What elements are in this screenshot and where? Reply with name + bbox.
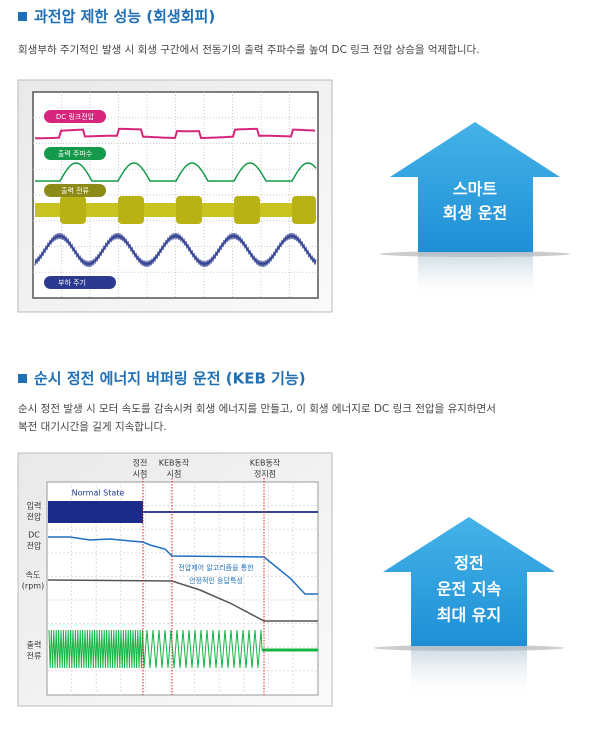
bullet: [18, 12, 27, 21]
section-title: 과전압 제한 성능 (회생회피): [34, 8, 215, 26]
signal-label: (rpm): [22, 582, 44, 591]
output-current: [48, 629, 263, 669]
signal-label: DC: [28, 531, 40, 540]
state-label: Normal State: [72, 489, 125, 498]
current-burst: [118, 196, 144, 224]
event-label: 시점: [167, 469, 182, 479]
signal-label: 출력: [27, 640, 42, 650]
arrow-text: 스마트: [453, 180, 497, 199]
arrow-text: 정전: [454, 554, 483, 573]
signal-label: 전류: [27, 651, 42, 661]
signal-label: 입력: [27, 501, 42, 511]
annotation: 전압제어 알고리즘을 통한: [178, 563, 254, 572]
signal-label: 부하 주기: [58, 278, 86, 287]
dc-link-wave: [35, 127, 316, 140]
signal-label: 출력 전류: [61, 186, 90, 195]
event-label: 정지점: [254, 469, 276, 479]
signal-label: 출력 주파수: [58, 149, 93, 158]
current-burst: [176, 196, 202, 224]
signal-label: 전압: [27, 512, 42, 522]
label-pill: [44, 110, 106, 123]
arrow: [383, 517, 555, 646]
arrow: [390, 122, 560, 252]
arrow-text: 운전 지속: [437, 580, 502, 599]
arrow-reflection: [418, 252, 533, 300]
label-pill: [44, 276, 116, 289]
bullet: [18, 374, 27, 383]
signal-label: 전압: [27, 541, 42, 551]
input-voltage-block: [48, 501, 143, 523]
load-wave: [34, 232, 317, 268]
event-label: 시점: [133, 469, 148, 479]
speed: [47, 579, 318, 622]
frequency-wave: [35, 162, 317, 182]
annotation: 안정적인 응답특성: [189, 576, 243, 585]
current-burst: [292, 196, 316, 224]
description: 복전 대기시간을 길게 지속합니다.: [18, 420, 167, 433]
event-label: 정전: [133, 458, 148, 468]
label-pill: [44, 184, 106, 197]
current-burst: [60, 196, 86, 224]
label-pill: [44, 147, 106, 160]
signal-label: DC 링크전압: [56, 112, 95, 121]
signal-label: 속도: [26, 571, 41, 580]
description: 회생부하 주기적인 발생 시 회생 구간에서 전동기의 출력 주파수를 높여 D…: [18, 43, 480, 56]
event-label: KEB동작: [159, 458, 190, 468]
arrow-reflection: [411, 646, 527, 700]
arrow-text: 회생 운전: [443, 204, 507, 223]
description: 순시 정전 발생 시 모터 속도를 감속시켜 회생 에너지를 만들고, 이 회생…: [18, 402, 496, 415]
section-title: 순시 정전 에너지 버퍼링 운전 (KEB 기능): [34, 370, 306, 388]
waveforms: [47, 478, 318, 695]
current-burst: [234, 196, 260, 224]
dc-voltage: [48, 536, 318, 595]
waveforms: [34, 127, 317, 268]
event-label: KEB동작: [250, 458, 281, 468]
arrow-text: 최대 유지: [437, 606, 501, 625]
